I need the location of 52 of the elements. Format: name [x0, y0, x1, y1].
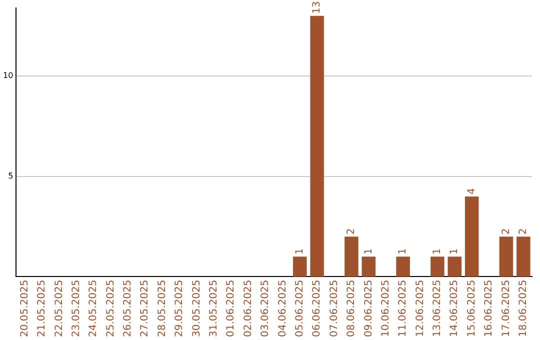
data-label: 1 [432, 248, 444, 255]
y-tick-label: 5 [8, 171, 14, 180]
x-tick-label: 05.06.2025 [294, 280, 306, 338]
x-tick-label: 22.05.2025 [54, 280, 65, 338]
x-tick-label: 31.05.2025 [208, 280, 220, 338]
data-label: 13 [312, 1, 323, 14]
bar [310, 16, 324, 277]
data-label: 1 [398, 248, 409, 255]
bar [464, 196, 479, 277]
x-tick-label: 06.06.2025 [312, 280, 323, 338]
x-tick-label: 30.05.2025 [191, 280, 202, 338]
x-tick-label: 15.06.2025 [466, 280, 478, 338]
x-tick-label: 18.06.2025 [518, 280, 529, 338]
x-tick-label: 29.05.2025 [174, 280, 186, 338]
bar [516, 236, 530, 277]
x-tick-label: 26.05.2025 [122, 280, 134, 338]
x-tick-label: 07.06.2025 [328, 280, 340, 338]
x-tick-label: 27.05.2025 [140, 280, 151, 338]
data-label: 2 [346, 228, 358, 235]
bar [396, 256, 410, 277]
x-tick-label: 08.06.2025 [346, 280, 358, 338]
y-tick-label: 10 [2, 71, 14, 80]
bar [499, 236, 514, 277]
x-tick-label: 04.06.2025 [277, 280, 288, 338]
x-tick-label: 02.06.2025 [242, 280, 254, 338]
bar [344, 236, 358, 277]
data-label: 2 [518, 228, 529, 235]
data-label: 1 [294, 248, 306, 255]
x-tick-label: 25.05.2025 [105, 280, 116, 338]
x-tick-label: 17.06.2025 [500, 280, 512, 338]
x-tick-label: 24.05.2025 [88, 280, 100, 338]
x-tick-label: 10.06.2025 [380, 280, 392, 338]
x-tick-label: 20.05.2025 [19, 280, 30, 338]
x-tick-label: 09.06.2025 [363, 280, 374, 338]
x-tick-label: 28.05.2025 [156, 280, 168, 338]
data-label: 2 [500, 228, 512, 235]
data-label: 1 [363, 248, 374, 255]
bar [293, 256, 307, 277]
data-label: 4 [466, 188, 478, 194]
x-tick-label: 12.06.2025 [414, 280, 426, 338]
x-tick-label: 23.05.2025 [70, 280, 82, 338]
x-tick-label: 13.06.2025 [432, 280, 444, 338]
bar [362, 256, 376, 277]
x-tick-label: 16.06.2025 [484, 280, 495, 338]
data-label: 1 [449, 248, 460, 255]
bar [430, 256, 444, 277]
x-tick-label: 14.06.2025 [449, 280, 460, 338]
x-tick-label: 21.05.2025 [36, 280, 48, 338]
x-tick-label: 11.06.2025 [398, 280, 409, 338]
x-tick-label: 01.06.2025 [226, 280, 237, 338]
bar [448, 256, 462, 277]
x-tick-label: 03.06.2025 [260, 280, 272, 338]
